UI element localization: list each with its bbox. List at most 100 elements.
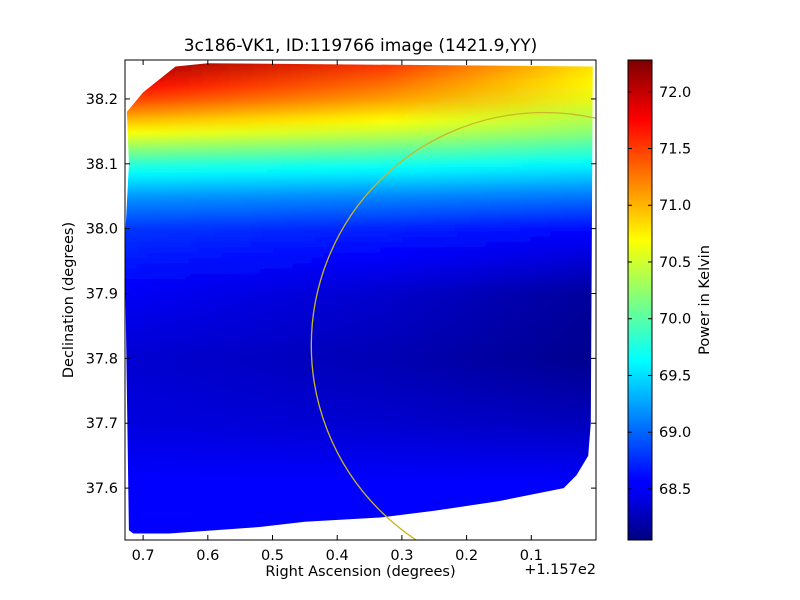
beam-circle (310, 111, 596, 540)
y-tick-label: 37.7 (86, 416, 118, 432)
heatmap-row (125, 224, 593, 232)
heatmap-row (125, 166, 593, 173)
y-axis-label: Declination (degrees) (61, 222, 77, 378)
heatmap-row (125, 63, 593, 66)
heatmap-row (125, 475, 593, 482)
heatmap-row (125, 454, 593, 461)
heatmap-row (125, 299, 593, 306)
x-offset-text: +1.157e2 (524, 562, 596, 578)
heatmap-row (125, 363, 593, 370)
heatmap-row (125, 342, 593, 349)
colorbar-tick-label: 69.5 (659, 368, 691, 384)
heatmap-row (125, 336, 593, 344)
heatmap-row (125, 470, 593, 477)
heatmap-row (125, 70, 593, 77)
heatmap-row (125, 406, 593, 413)
x-tick-label: 0.2 (455, 548, 478, 564)
heatmap-row (125, 480, 593, 488)
colorbar-tick-label: 69.0 (659, 425, 691, 441)
heatmap-row (125, 219, 593, 226)
heatmap-row (125, 288, 593, 296)
heatmap-row (125, 144, 593, 152)
heatmap-row (125, 400, 593, 408)
heatmap-row (125, 390, 593, 397)
heatmap-row (125, 507, 593, 514)
heatmap-row (125, 187, 593, 194)
y-tick-label: 38.0 (86, 222, 118, 238)
heatmap-image (125, 63, 593, 534)
heatmap-row (125, 123, 593, 130)
heatmap-row (125, 459, 593, 466)
heatmap-row (125, 134, 593, 141)
heatmap-row (125, 395, 593, 402)
heatmap-row (125, 347, 593, 354)
heatmap-row (125, 203, 593, 210)
heatmap-row (125, 379, 593, 386)
heatmap-row (125, 352, 593, 360)
heatmap-row (125, 464, 593, 472)
heatmap-row (125, 384, 593, 392)
colorbar-gradient (628, 60, 652, 540)
heatmap-row (125, 491, 593, 498)
heatmap-row (125, 267, 593, 274)
heatmap-row (125, 118, 593, 125)
heatmap-row (125, 358, 593, 365)
heatmap-row (125, 208, 593, 216)
y-tick-label: 37.9 (86, 287, 118, 303)
heatmap-row (125, 368, 593, 376)
heatmap-row (125, 310, 593, 317)
heatmap-row (125, 112, 593, 120)
heatmap-row (125, 283, 593, 290)
heatmap-row (125, 422, 593, 429)
heatmap-row (125, 432, 593, 440)
heatmap-row (125, 176, 593, 184)
colorbar-frame (627, 59, 653, 541)
heatmap-row (125, 320, 593, 328)
x-tick-label: 0.3 (390, 548, 413, 564)
heatmap-row (125, 326, 593, 333)
heatmap-row (125, 91, 593, 98)
heatmap-row (125, 331, 593, 338)
heatmap-row (125, 256, 593, 264)
heatmap-row (125, 272, 593, 280)
x-axis-label: Right Ascension (degrees) (265, 564, 455, 580)
colorbar-tick-label: 70.0 (659, 312, 691, 328)
heatmap-row (125, 443, 593, 450)
heatmap-row (125, 438, 593, 445)
x-tick-label: 0.1 (520, 548, 543, 564)
heatmap-row (125, 192, 593, 200)
heatmap-row (125, 235, 593, 242)
heatmap-row (125, 496, 593, 504)
heatmap-row (125, 171, 593, 178)
colorbar-tick-label: 68.5 (659, 482, 691, 498)
heatmap-row (125, 448, 593, 456)
colorbar: 68.5 69.0 69.5 70.0 70.5 71.0 71.5 72.0 Power i… (627, 59, 713, 541)
heatmap-row (125, 427, 593, 434)
x-tick-label: 0.6 (196, 548, 219, 564)
heatmap-row (125, 294, 593, 301)
axes-frame (124, 59, 597, 541)
heatmap-row (125, 416, 593, 424)
y-tick-label: 38.1 (86, 157, 118, 173)
y-axis-ticks: 37.6 37.7 37.8 37.9 38.0 38.1 38.2 (86, 92, 596, 497)
heatmap-row (125, 86, 593, 93)
heatmap-row (125, 75, 593, 82)
plot-area: 0.7 0.6 0.5 0.4 0.3 0.2 0.1 37.6 37.7 37.8 37.9 38… (86, 59, 597, 564)
heatmap-row (125, 512, 593, 520)
colorbar-tick-label: 71.0 (659, 198, 691, 214)
x-tick-label: 0.5 (261, 548, 284, 564)
heatmap-row (125, 214, 593, 221)
heatmap-row (125, 182, 593, 189)
heatmap-row (125, 502, 593, 509)
heatmap-row (125, 139, 593, 146)
heatmap-row (125, 262, 593, 269)
heatmap-row (125, 64, 593, 72)
heatmap-row (125, 304, 593, 312)
heatmap-row (125, 198, 593, 205)
colorbar-tick-label: 70.5 (659, 255, 691, 271)
heatmap-row (125, 107, 593, 114)
heatmap-row (125, 160, 593, 168)
heatmap-row (125, 251, 593, 258)
colorbar-tick-label: 71.5 (659, 142, 691, 158)
chart-title: 3c186-VK1, ID:119766 image (1421.9,YY) (184, 36, 538, 56)
